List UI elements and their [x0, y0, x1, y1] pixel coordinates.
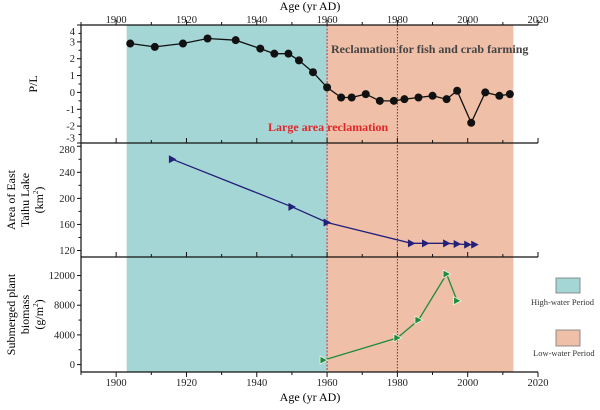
x-tick-label-top: 1980 — [387, 15, 408, 26]
x-tick-label-bottom: 2020 — [528, 378, 549, 389]
data-point — [505, 90, 514, 99]
data-point — [126, 39, 135, 48]
x-tick-label-top: 1900 — [106, 15, 127, 26]
data-point — [256, 44, 265, 53]
data-point — [422, 239, 430, 248]
data-point — [150, 42, 159, 51]
data-point — [361, 90, 370, 99]
x-tick-label-top: 1920 — [176, 15, 197, 26]
x-tick-label-top: 2000 — [457, 15, 478, 26]
event-lines — [326, 25, 398, 372]
x-tick-label-top: 1940 — [246, 15, 267, 26]
data-point — [294, 56, 303, 65]
y-tick-label: -2 — [66, 122, 75, 133]
data-point — [168, 155, 177, 164]
y-tick-label: -3 — [66, 134, 75, 145]
data-point — [453, 239, 462, 248]
y-tick-label: 3 — [70, 37, 75, 48]
data-point — [467, 118, 476, 127]
data-point — [471, 240, 479, 249]
data-point — [288, 202, 296, 211]
data-point — [389, 96, 398, 105]
event-label-large-area-reclamation: Large area reclamation — [268, 120, 389, 134]
x-tick-label-bottom: 1980 — [387, 378, 408, 389]
data-point — [442, 269, 452, 279]
data-point — [337, 93, 346, 102]
data-point — [203, 34, 212, 43]
y-axis-label-line: biomass — [18, 295, 32, 335]
y-tick-label: -1 — [66, 105, 75, 116]
data-point — [414, 93, 423, 102]
y-tick-label: 0 — [70, 360, 75, 371]
data-point — [481, 88, 490, 97]
data-point — [323, 218, 332, 227]
data-point — [400, 95, 409, 104]
series — [126, 34, 514, 365]
data-point — [407, 239, 416, 248]
x-tick-label-bottom: 1960 — [317, 378, 338, 389]
data-point — [414, 315, 424, 325]
y-axis-label: P/L — [26, 75, 40, 92]
data-point — [442, 95, 451, 104]
data-point — [453, 296, 462, 306]
data-point — [393, 333, 403, 343]
y-tick-label: 200 — [59, 194, 75, 205]
data-point — [284, 49, 293, 58]
data-point — [323, 83, 332, 92]
data-point — [347, 93, 356, 102]
legend-label-low-water: Low-water Period — [533, 348, 595, 358]
y-tick-label: 0 — [70, 88, 75, 99]
data-point — [178, 39, 187, 48]
event-label-fish-crab-farming: Reclamation for fish and crab farming — [331, 42, 528, 56]
data-point — [319, 355, 329, 365]
data-point — [428, 91, 437, 100]
x-tick-label-bottom: 2000 — [457, 378, 478, 389]
data-point — [270, 49, 279, 58]
x-axis-label-top: Age (yr AD) — [280, 0, 341, 13]
x-axis-label-bottom: Age (yr AD) — [280, 390, 341, 404]
data-point — [464, 240, 472, 249]
data-point — [231, 36, 240, 45]
data-point — [495, 91, 504, 100]
data-point — [453, 86, 462, 95]
y-tick-label: 8000 — [54, 301, 75, 312]
y-tick-label: 4 — [70, 27, 76, 38]
legend-swatch-high-water — [555, 277, 581, 294]
y-axis-label-line: Area of East — [4, 169, 18, 230]
y-tick-label: 160 — [59, 220, 75, 231]
y-axis-label-line: Taihu Lake — [18, 173, 32, 227]
legend: High-water Period Low-water Period — [531, 277, 595, 358]
x-tick-label-bottom: 1920 — [176, 378, 197, 389]
data-point — [375, 96, 384, 105]
axes: 1900 1900 1920 1920 1940 1940 1960 1960 1980 1980… — [4, 15, 549, 389]
y-tick-label: 240 — [59, 168, 75, 179]
y-axis-label-unit: (km2) — [32, 187, 46, 214]
period-band-low-water — [327, 25, 514, 372]
legend-swatch-low-water — [555, 329, 581, 347]
y-tick-label: 4000 — [54, 330, 75, 341]
y-tick-label: 120 — [59, 246, 75, 257]
data-point — [443, 239, 451, 248]
period-band-high-water — [126, 25, 328, 372]
legend-label-high-water: High-water Period — [531, 297, 595, 307]
y-tick-label: 1 — [70, 71, 75, 82]
y-tick-label: 2 — [70, 54, 75, 65]
y-axis-label-unit: (g/m2) — [32, 299, 46, 329]
x-tick-label-bottom: 1900 — [106, 378, 127, 389]
x-tick-label-top: 1960 — [317, 15, 338, 26]
data-point — [309, 68, 318, 77]
y-tick-label: 280 — [59, 145, 75, 156]
x-tick-label-top: 2020 — [528, 15, 549, 26]
x-tick-label-bottom: 1940 — [246, 378, 267, 389]
period-shading — [126, 25, 514, 372]
y-tick-label: 12000 — [49, 271, 75, 282]
y-axis-label-line: Submerged plant — [4, 273, 18, 355]
